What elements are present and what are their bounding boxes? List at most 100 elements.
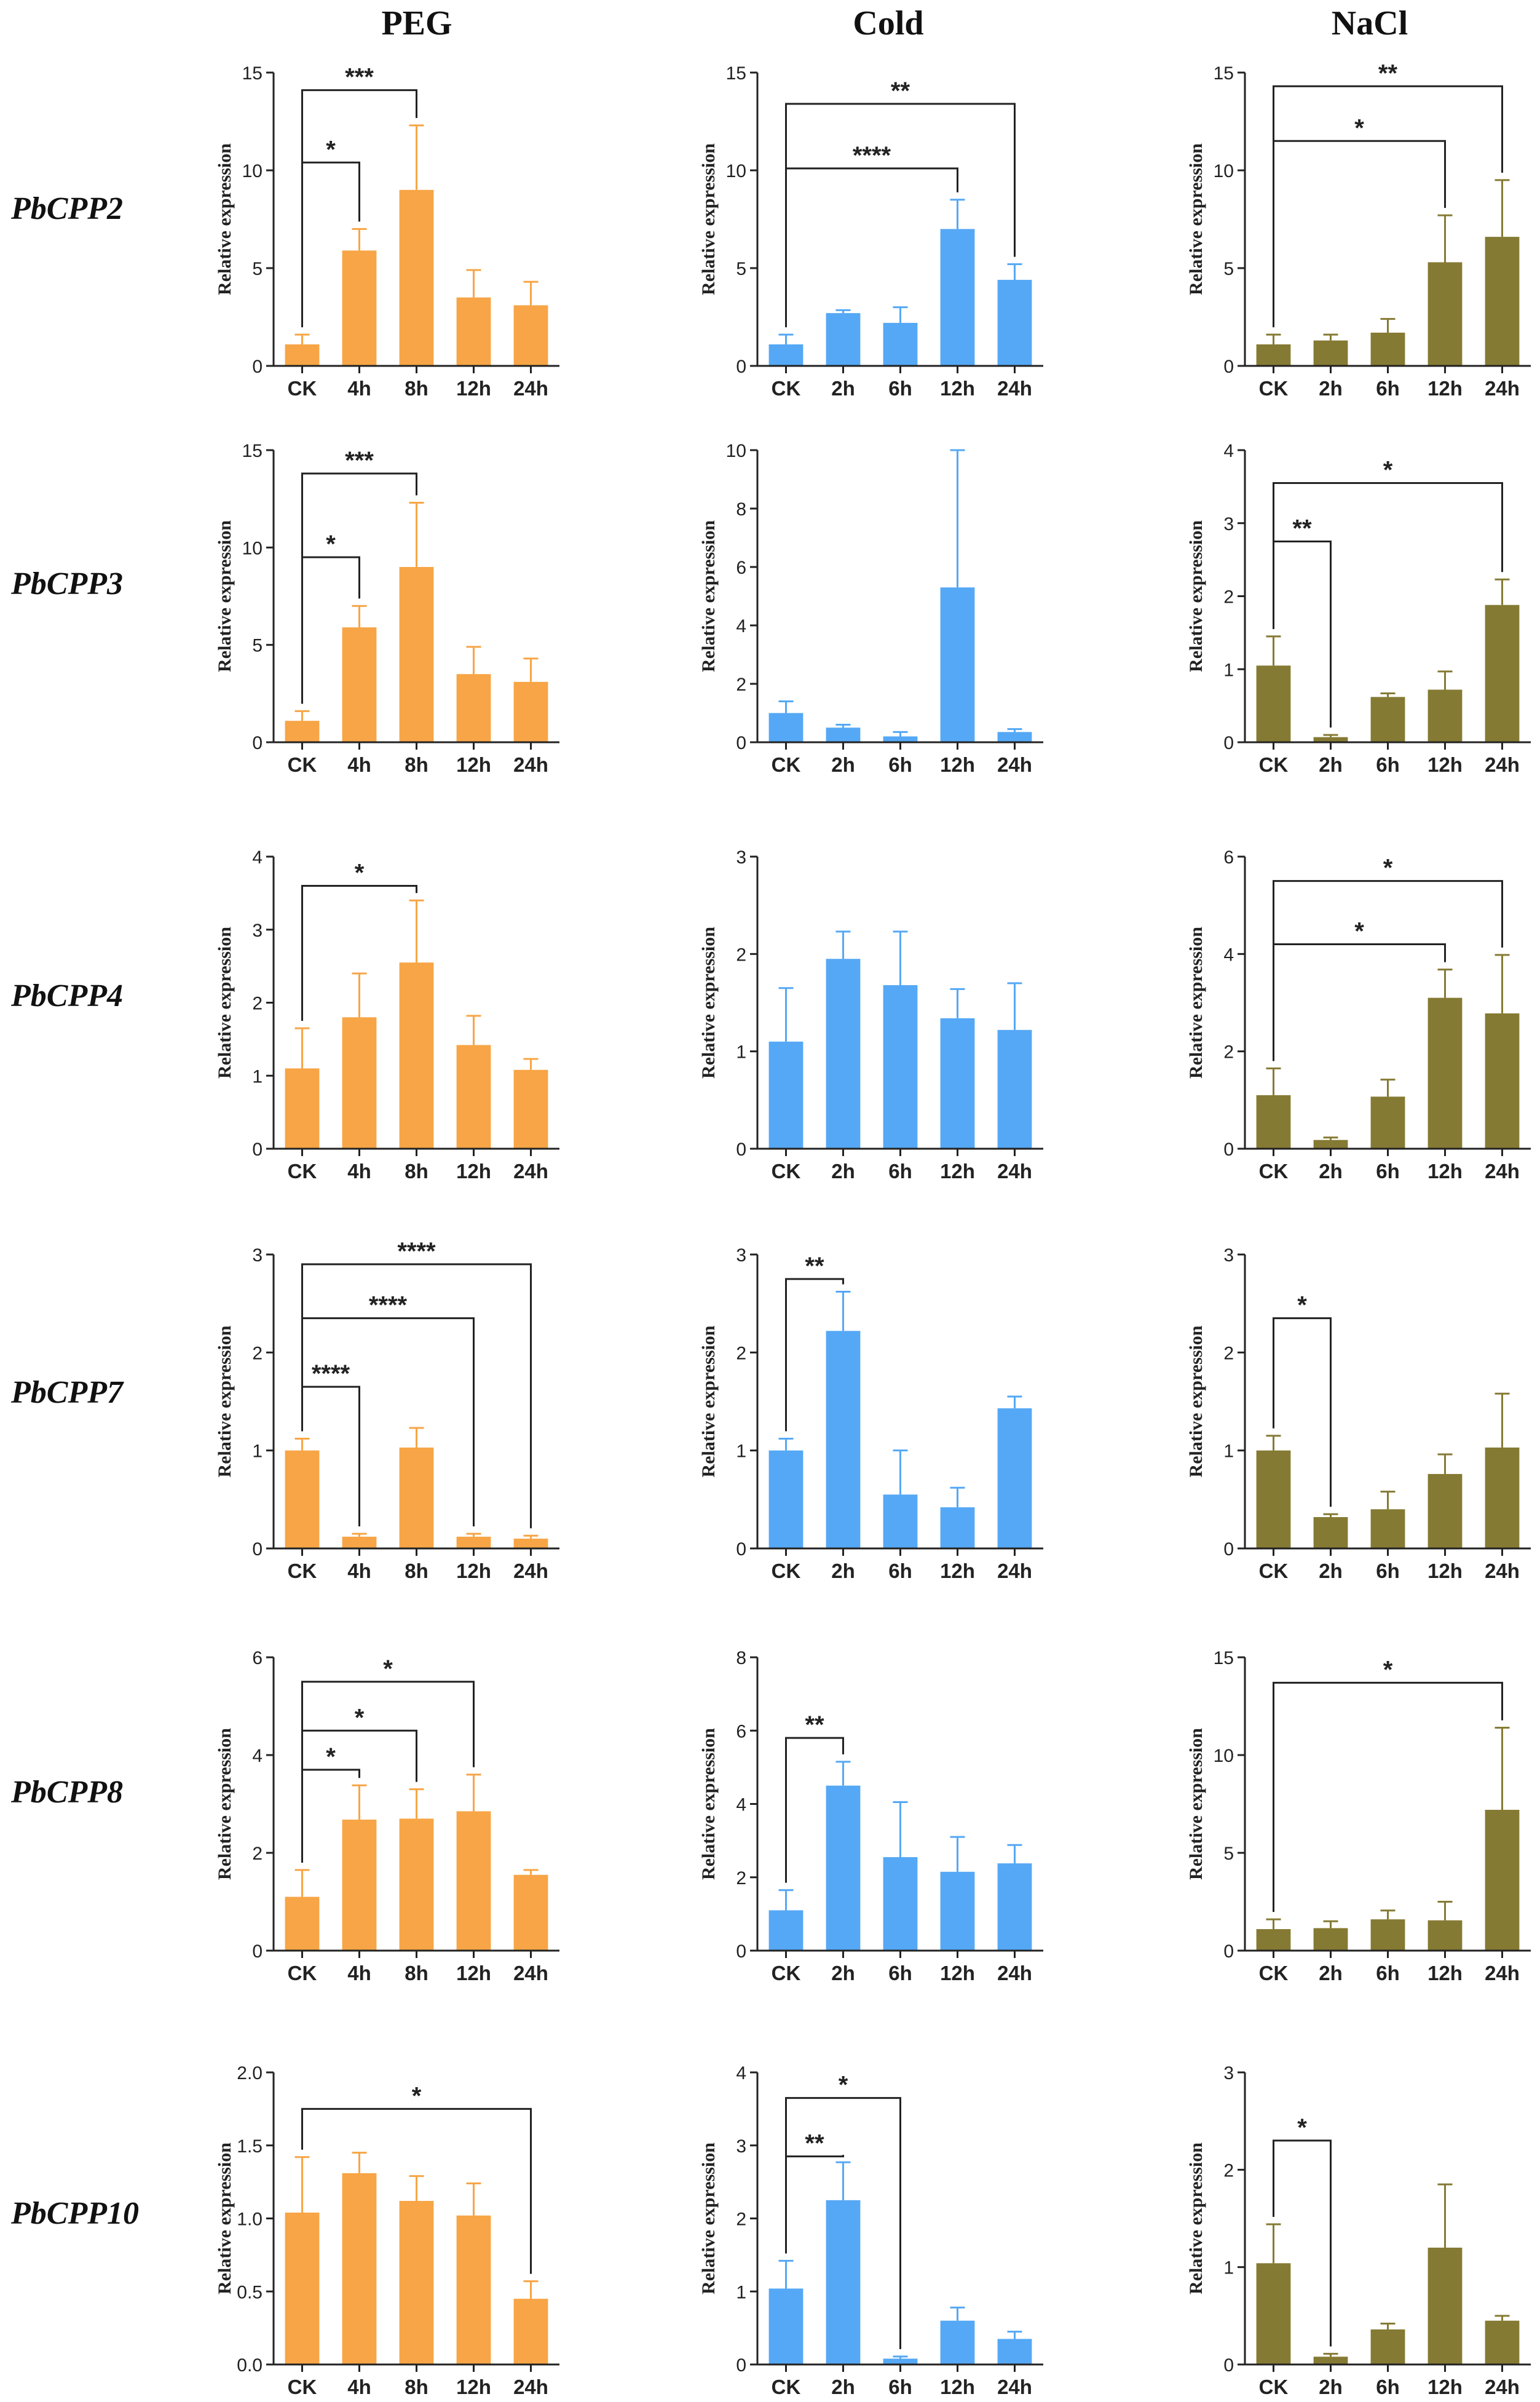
x-tick-label-pbcpp10-cold-24h: 24h	[997, 2376, 1032, 2398]
x-tick-label-pbcpp10-peg-8h: 8h	[405, 2376, 428, 2398]
gene-label-pbcpp7: PbCPP7	[11, 1375, 123, 1410]
bar-pbcpp4-peg-24h	[513, 1069, 548, 1149]
x-tick-label-pbcpp8-peg-24h: 24h	[513, 1962, 548, 1984]
y-tick-label-pbcpp7-peg-0: 0	[252, 1539, 263, 1560]
y-tick-label-pbcpp10-peg-4: 2.0	[237, 2063, 263, 2083]
x-tick-label-pbcpp3-cold-ck: CK	[772, 753, 801, 776]
significance-label-pbcpp8-peg-1: *	[355, 1704, 365, 1731]
y-tick-label-pbcpp3-cold-5: 10	[726, 441, 746, 461]
bar-pbcpp8-peg-ck	[285, 1897, 320, 1951]
x-tick-label-pbcpp10-nacl-ck: CK	[1259, 2376, 1289, 2398]
y-tick-label-pbcpp3-peg-3: 15	[242, 441, 263, 461]
bar-pbcpp7-cold-ck	[768, 1450, 804, 1548]
x-tick-label-pbcpp10-cold-12h: 12h	[940, 2376, 975, 2398]
x-tick-label-pbcpp7-nacl-6h: 6h	[1376, 1560, 1400, 1582]
x-tick-label-pbcpp8-nacl-2h: 2h	[1319, 1962, 1343, 1984]
x-tick-label-pbcpp4-cold-24h: 24h	[997, 1160, 1032, 1183]
x-tick-label-pbcpp7-cold-12h: 12h	[940, 1560, 975, 1582]
x-tick-label-pbcpp10-peg-4h: 4h	[347, 2376, 371, 2398]
bar-pbcpp3-nacl-2h	[1313, 737, 1348, 742]
bar-pbcpp10-cold-12h	[940, 2320, 975, 2364]
bar-pbcpp3-cold-ck	[768, 713, 804, 742]
bar-pbcpp3-nacl-ck	[1256, 665, 1291, 742]
chart-pbcpp10-peg: 0.0 0.5 1.0 1.5 2.0 CK 4h 8h 12h 24h Relative expr…	[215, 2063, 559, 2398]
y-tick-label-pbcpp8-cold-4: 8	[736, 1648, 746, 1668]
y-tick-label-pbcpp2-peg-2: 10	[242, 161, 263, 181]
bar-pbcpp7-nacl-6h	[1370, 1509, 1405, 1548]
y-tick-label-pbcpp2-cold-2: 10	[726, 161, 746, 181]
significance-label-pbcpp7-cold-0: **	[805, 1253, 824, 1280]
column-header-cold: Cold	[853, 4, 924, 42]
x-tick-label-pbcpp4-nacl-24h: 24h	[1485, 1160, 1520, 1183]
x-tick-label-pbcpp2-cold-24h: 24h	[997, 377, 1032, 400]
y-tick-label-pbcpp7-peg-2: 2	[252, 1343, 263, 1363]
significance-bracket-pbcpp2-peg-1	[301, 89, 417, 328]
bar-pbcpp3-cold-12h	[940, 587, 975, 742]
significance-bracket-pbcpp2-cold-1	[785, 103, 1016, 328]
y-tick-label-pbcpp10-cold-3: 3	[736, 2136, 746, 2157]
y-tick-label-pbcpp8-peg-3: 6	[252, 1648, 263, 1668]
bar-pbcpp8-cold-ck	[768, 1910, 804, 1951]
x-tick-label-pbcpp10-peg-24h: 24h	[513, 2376, 548, 2398]
y-axis-label-pbcpp2-cold: Relative expression	[698, 143, 719, 295]
chart-pbcpp4-cold: 0 1 2 3 CK 2h 6h 12h 24h Relative expression	[698, 847, 1043, 1183]
bar-pbcpp4-peg-4h	[342, 1017, 377, 1149]
bar-pbcpp10-nacl-2h	[1313, 2356, 1348, 2364]
chart-pbcpp3-cold: 0 2 4 6 8 10 CK 2h 6h 12h 24h Relative expression	[698, 441, 1043, 776]
x-tick-label-pbcpp8-cold-24h: 24h	[997, 1962, 1032, 1984]
column-header-nacl: NaCl	[1331, 4, 1408, 42]
y-tick-label-pbcpp4-nacl-2: 4	[1223, 945, 1234, 965]
x-tick-label-pbcpp3-cold-6h: 6h	[888, 753, 912, 776]
bar-pbcpp8-peg-8h	[399, 1818, 434, 1951]
significance-bracket-pbcpp7-cold-0	[785, 1278, 844, 1432]
bar-pbcpp2-peg-4h	[342, 250, 377, 366]
bar-pbcpp7-peg-ck	[285, 1450, 320, 1548]
x-tick-label-pbcpp2-cold-6h: 6h	[888, 377, 912, 400]
x-tick-label-pbcpp10-peg-12h: 12h	[456, 2376, 491, 2398]
significance-bracket-pbcpp8-cold-0	[785, 1737, 844, 1883]
y-tick-label-pbcpp4-cold-2: 2	[736, 945, 746, 965]
bar-pbcpp4-cold-ck	[768, 1041, 804, 1149]
x-tick-label-pbcpp10-nacl-2h: 2h	[1319, 2376, 1343, 2398]
bar-pbcpp8-cold-12h	[940, 1871, 975, 1951]
y-tick-label-pbcpp4-cold-1: 1	[736, 1042, 746, 1063]
bar-pbcpp2-cold-24h	[997, 280, 1032, 366]
x-tick-label-pbcpp8-cold-12h: 12h	[940, 1962, 975, 1984]
y-tick-label-pbcpp3-peg-1: 5	[252, 636, 263, 656]
x-tick-label-pbcpp8-cold-6h: 6h	[888, 1962, 912, 1984]
x-tick-label-pbcpp2-nacl-6h: 6h	[1376, 377, 1400, 400]
x-tick-label-pbcpp2-peg-4h: 4h	[347, 377, 371, 400]
y-tick-label-pbcpp8-cold-1: 2	[736, 1868, 746, 1889]
significance-label-pbcpp2-nacl-0: *	[1354, 114, 1364, 141]
bar-pbcpp4-nacl-6h	[1370, 1096, 1405, 1149]
x-tick-label-pbcpp4-peg-8h: 8h	[405, 1160, 428, 1183]
bar-pbcpp4-nacl-2h	[1313, 1140, 1348, 1149]
x-tick-label-pbcpp2-cold-2h: 2h	[831, 377, 855, 400]
y-axis-label-pbcpp3-cold: Relative expression	[698, 520, 719, 672]
significance-label-pbcpp2-cold-0: ****	[853, 142, 891, 169]
y-tick-label-pbcpp3-nacl-1: 1	[1223, 660, 1234, 680]
y-tick-label-pbcpp10-nacl-1: 1	[1223, 2258, 1234, 2278]
bar-pbcpp8-nacl-12h	[1427, 1920, 1463, 1951]
chart-pbcpp8-nacl: 0 5 10 15 CK 2h 6h 12h 24h Relative expression *	[1186, 1648, 1531, 1984]
x-tick-label-pbcpp10-cold-2h: 2h	[831, 2376, 855, 2398]
y-axis-label-pbcpp2-nacl: Relative expression	[1186, 143, 1206, 295]
x-tick-label-pbcpp3-cold-2h: 2h	[831, 753, 855, 776]
bar-pbcpp3-peg-12h	[456, 674, 491, 742]
x-tick-label-pbcpp4-nacl-ck: CK	[1259, 1160, 1289, 1183]
significance-label-pbcpp3-peg-0: *	[326, 531, 336, 558]
bar-pbcpp3-peg-4h	[342, 627, 377, 742]
y-tick-label-pbcpp3-nacl-0: 0	[1223, 733, 1234, 753]
bar-pbcpp10-cold-6h	[883, 2358, 918, 2364]
bar-pbcpp2-peg-8h	[399, 189, 434, 366]
chart-pbcpp7-cold: 0 1 2 3 CK 2h 6h 12h 24h Relative expression **	[698, 1245, 1043, 1582]
bar-pbcpp10-peg-4h	[342, 2173, 377, 2364]
gene-label-pbcpp8: PbCPP8	[11, 1775, 123, 1810]
x-tick-label-pbcpp4-cold-ck: CK	[772, 1160, 801, 1183]
x-tick-label-pbcpp8-cold-ck: CK	[772, 1962, 801, 1984]
significance-bracket-pbcpp7-peg-2	[301, 1263, 532, 1529]
bar-pbcpp7-cold-6h	[883, 1494, 918, 1548]
